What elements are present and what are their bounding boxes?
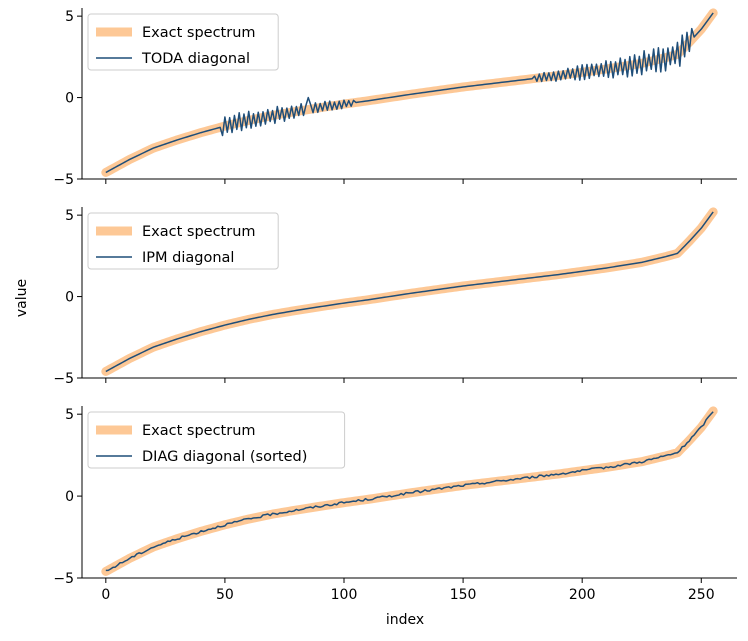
series-line-2	[105, 411, 714, 572]
legend-label-1: Exact spectrum	[142, 224, 256, 240]
y-tick-label: 5	[65, 208, 74, 224]
series-line-2	[105, 12, 714, 174]
y-axis-title: value	[14, 279, 30, 317]
x-tick-label: 200	[569, 587, 596, 603]
series-line-2	[105, 211, 714, 373]
x-axis-title: index	[386, 612, 424, 628]
x-tick-label: 100	[331, 587, 358, 603]
legend-label-2: DIAG diagonal (sorted)	[142, 449, 307, 465]
y-tick-label: 0	[65, 91, 74, 107]
legend-label-2: TODA diagonal	[141, 51, 250, 67]
legend-box	[87, 212, 279, 270]
y-tick-label: 5	[65, 9, 74, 25]
legend-label-2: IPM diagonal	[142, 250, 234, 266]
legend-label-1: Exact spectrum	[142, 25, 256, 41]
legend-box	[87, 411, 346, 469]
y-tick-label: 5	[65, 407, 74, 423]
x-tick-label: 150	[450, 587, 477, 603]
x-tick-label: 0	[101, 587, 110, 603]
x-tick-label: 250	[688, 587, 715, 603]
y-tick-label: −5	[53, 172, 74, 188]
y-tick-label: 0	[65, 489, 74, 505]
y-tick-label: −5	[53, 571, 74, 587]
legend-label-1: Exact spectrum	[142, 423, 256, 439]
y-tick-label: −5	[53, 371, 74, 387]
y-tick-label: 0	[65, 290, 74, 306]
legend-box	[87, 13, 279, 71]
x-tick-label: 50	[216, 587, 234, 603]
panel-2: −5 0 5 Exact spectrum IPM diagonal	[53, 207, 737, 387]
panel-1: −5 0 5 Exact spectrum TODA diagonal	[53, 8, 737, 188]
